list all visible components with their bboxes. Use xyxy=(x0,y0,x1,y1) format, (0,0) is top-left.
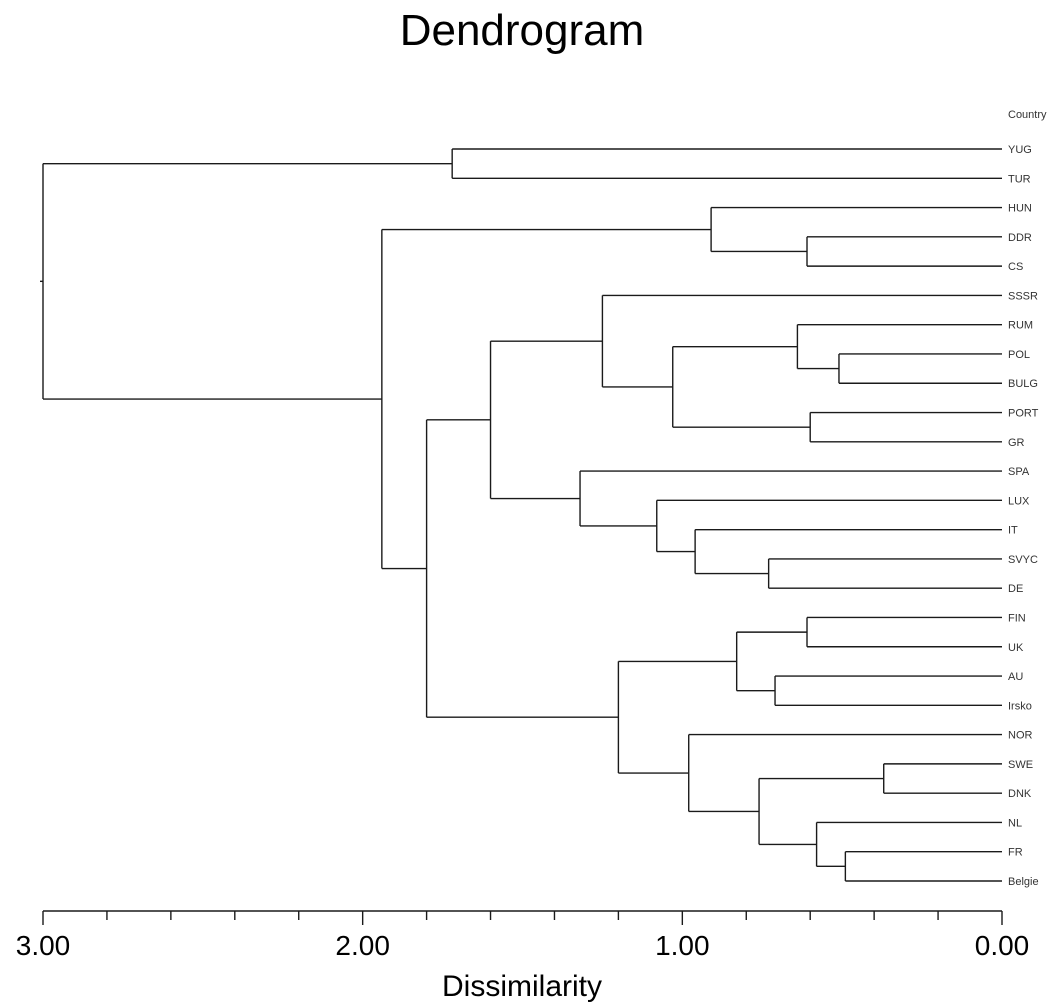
leaf-label: POL xyxy=(1008,349,1030,361)
merge-m10 xyxy=(767,558,1002,589)
merge-m16 xyxy=(672,345,811,428)
merge-m24 xyxy=(381,228,712,570)
leaf-label: IT xyxy=(1008,525,1018,537)
leaf-labels: YUG TUR HUN DDR CS SSSR RUM POL BULG PORT GR SPA LUX… xyxy=(1008,144,1039,888)
merge-m15 xyxy=(688,733,1002,813)
x-axis-ticks: 3.00 2.00 1.00 0.00 xyxy=(16,911,1030,961)
leaf-label: SSSR xyxy=(1008,290,1038,302)
leaf-label: BULG xyxy=(1008,378,1038,390)
leaf-label: FR xyxy=(1008,847,1023,859)
leaf-label: AU xyxy=(1008,671,1023,683)
merge-m14 xyxy=(694,528,1002,575)
leaf-label: NOR xyxy=(1008,730,1033,742)
merge-m22 xyxy=(451,148,1002,179)
merge-m4 xyxy=(815,821,1002,868)
leaf-label: LUX xyxy=(1008,495,1030,507)
x-axis-title: Dissimilarity xyxy=(442,970,602,1003)
x-tick-label: 1.00 xyxy=(655,930,710,961)
merge-m6 xyxy=(806,236,1002,267)
merge-m3 xyxy=(844,851,1002,882)
merge-m1 xyxy=(883,763,1002,794)
leaf-label: RUM xyxy=(1008,320,1033,332)
merge-m13 xyxy=(710,206,1002,253)
merge-m21 xyxy=(489,340,603,500)
merge-m20 xyxy=(579,470,1002,527)
leaf-label: CS xyxy=(1008,261,1023,273)
leaf-label: NL xyxy=(1008,817,1022,829)
leaf-label-header: Country xyxy=(1008,109,1047,121)
chart-title: Dendrogram xyxy=(400,6,645,55)
leaf-label: SWE xyxy=(1008,759,1033,771)
leaf-label: FIN xyxy=(1008,612,1026,624)
x-tick-label: 0.00 xyxy=(975,930,1030,961)
leaf-label: HUN xyxy=(1008,203,1032,215)
x-tick-label: 2.00 xyxy=(335,930,390,961)
merge-m2 xyxy=(838,353,1002,384)
merge-m8 xyxy=(796,323,1002,370)
merge-m11 xyxy=(758,777,884,846)
merge-m9 xyxy=(774,675,1002,707)
leaf-label: Irsko xyxy=(1008,700,1032,712)
merge-m25 xyxy=(42,162,453,400)
leaf-label: DE xyxy=(1008,583,1023,595)
merge-m5 xyxy=(809,411,1002,443)
leaf-label: UK xyxy=(1008,642,1024,654)
merge-m12 xyxy=(735,631,808,692)
x-tick-label: 3.00 xyxy=(16,930,71,961)
leaf-label: DNK xyxy=(1008,788,1032,800)
leaf-label: YUG xyxy=(1008,144,1032,156)
leaf-label: DDR xyxy=(1008,232,1032,244)
leaf-label: GR xyxy=(1008,437,1025,449)
merge-m7 xyxy=(806,616,1002,648)
merge-m17 xyxy=(656,499,1002,553)
merge-m19 xyxy=(601,294,1002,388)
leaf-label: SVYC xyxy=(1008,554,1038,566)
merge-m18 xyxy=(617,660,737,774)
leaf-label: SPA xyxy=(1008,466,1030,478)
dendrogram-links xyxy=(40,148,1002,882)
merge-m23 xyxy=(425,419,619,718)
leaf-label: Belgie xyxy=(1008,876,1039,888)
leaf-label: PORT xyxy=(1008,408,1039,420)
leaf-label: TUR xyxy=(1008,173,1031,185)
